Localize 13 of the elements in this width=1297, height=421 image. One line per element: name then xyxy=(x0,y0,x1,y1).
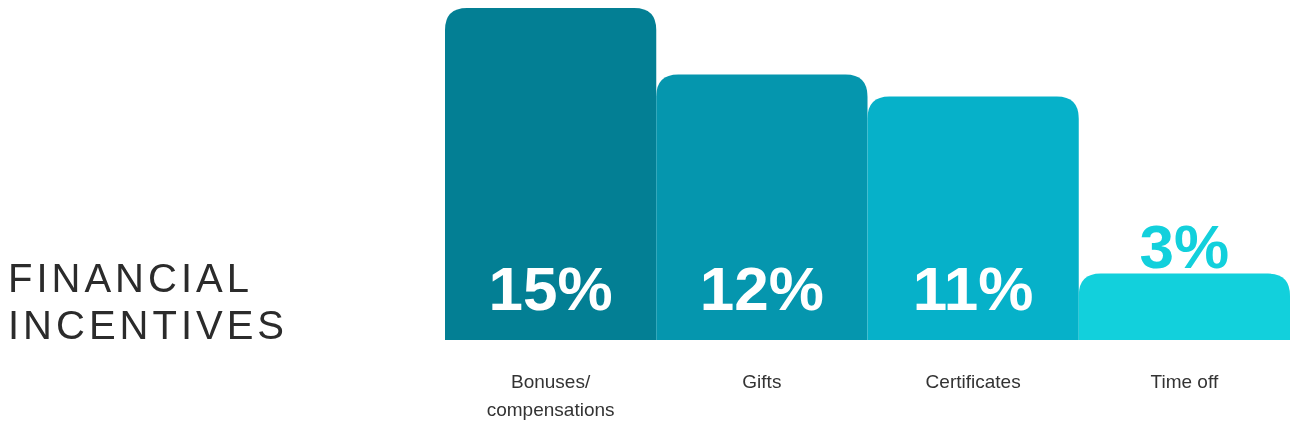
data-label: 15% xyxy=(488,254,613,323)
x-tick-label: Certificates xyxy=(925,371,1021,392)
x-tick-label: Gifts xyxy=(742,371,782,392)
bar xyxy=(1078,273,1290,340)
bar xyxy=(445,8,657,340)
x-tick-label: Time off xyxy=(1150,371,1219,392)
bar xyxy=(656,74,868,340)
data-label: 11% xyxy=(912,254,1034,323)
data-label: 12% xyxy=(699,254,824,323)
data-label: 3% xyxy=(1139,211,1230,281)
bar xyxy=(867,96,1079,340)
x-tick-label: Bonuses/ compensations xyxy=(486,371,615,420)
text: FINANCIAL INCENTIVES xyxy=(8,256,289,347)
